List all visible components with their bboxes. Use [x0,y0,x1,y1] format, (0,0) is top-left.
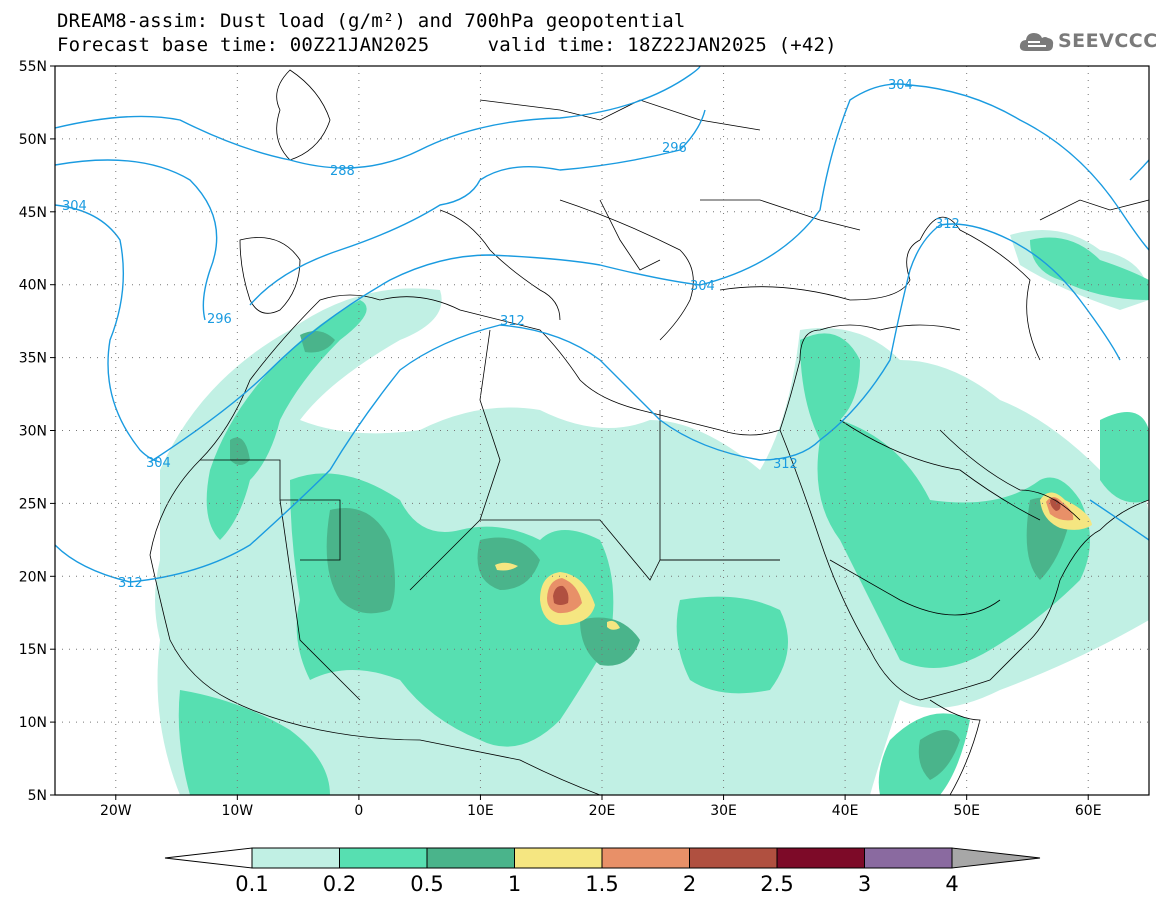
colorbar-under-triangle [164,847,253,869]
lat-label: 10N [19,715,47,731]
colorbar-swatch [601,847,690,869]
longitude-labels: 20W 10W 0 10E 20E 30E 40E 50E 60E [100,795,1102,819]
lat-label: 50N [19,132,47,148]
coastlines [149,69,1149,795]
latitude-labels: 55N 50N 45N 40N 35N 30N 25N 20N 15N 10N 5N [19,59,55,804]
contour-label: 304 [62,199,87,214]
colorbar-label: 2 [683,872,696,896]
contour-label: 296 [662,141,687,156]
lat-label: 30N [19,424,47,440]
graticule [55,66,1149,795]
lon-label: 10E [467,803,494,819]
colorbar-swatch [864,847,953,869]
dust-load-field [155,230,1149,795]
contour-label: 288 [330,164,355,179]
colorbar-label: 1.5 [585,872,618,896]
contour-label: 304 [888,78,913,93]
colorbar-label: 0.1 [235,872,268,896]
lat-label: 35N [19,351,47,367]
geopotential-contours [55,66,1149,583]
map-title: DREAM8-assim: Dust load (g/m²) and 700hP… [57,10,686,32]
colorbar-swatch [339,847,428,869]
contour-label: 296 [207,312,232,327]
contour-label: 312 [118,576,143,591]
lat-label: 45N [19,205,47,221]
lon-label: 0 [354,803,363,819]
colorbar-swatch [514,847,603,869]
lon-label: 60E [1075,803,1102,819]
colorbar-label: 4 [945,872,958,896]
lat-label: 55N [19,59,47,75]
lat-label: 15N [19,642,47,658]
lat-label: 5N [28,788,47,804]
lon-label: 20W [100,803,132,819]
logo-text: SEEVCCC [1058,30,1158,52]
colorbar-label: 1 [508,872,521,896]
contour-labels: 288 296 296 304 304 304 304 312 312 312 … [62,78,960,591]
colorbar-swatch [251,847,340,869]
contour-label: 312 [773,457,798,472]
colorbar-label: 2.5 [760,872,793,896]
colorbar-label: 0.5 [410,872,443,896]
colorbar-swatch [689,847,778,869]
lat-label: 25N [19,496,47,512]
lon-label: 40E [832,803,859,819]
contour-label: 312 [500,314,525,329]
forecast-time-subtitle: Forecast base time: 00Z21JAN2025 valid t… [57,34,837,56]
lat-label: 20N [19,569,47,585]
lon-label: 50E [953,803,980,819]
seevccc-logo: SEEVCCC [1018,26,1157,58]
cloud-logo-icon [1019,33,1054,51]
colorbar: 0.1 0.2 0.5 1 1.5 2 2.5 3 4 [164,847,1041,896]
colorbar-swatch [426,847,515,869]
contour-label: 304 [146,456,171,471]
contour-label: 304 [690,279,715,294]
colorbar-label: 3 [858,872,871,896]
lat-label: 40N [19,278,47,294]
contour-label: 312 [935,217,960,232]
colorbar-over-triangle [951,847,1041,869]
lon-label: 30E [710,803,737,819]
colorbar-swatch [776,847,865,869]
colorbar-label: 0.2 [323,872,356,896]
lon-label: 20E [589,803,616,819]
lon-label: 10W [221,803,253,819]
